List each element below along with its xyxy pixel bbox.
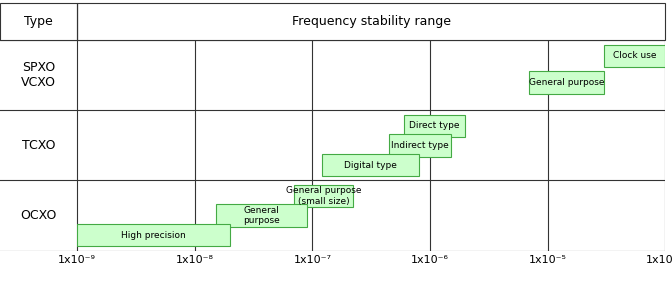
FancyBboxPatch shape: [530, 71, 603, 94]
Text: Direct type: Direct type: [409, 121, 460, 130]
FancyBboxPatch shape: [322, 154, 419, 176]
Text: General
purpose: General purpose: [243, 206, 280, 225]
Text: TCXO: TCXO: [22, 139, 55, 152]
FancyBboxPatch shape: [603, 45, 665, 67]
Text: General purpose
(small size): General purpose (small size): [286, 186, 362, 206]
Text: Indirect type: Indirect type: [391, 141, 449, 150]
Text: OCXO: OCXO: [20, 209, 57, 222]
Text: Frequency stability range: Frequency stability range: [292, 15, 451, 28]
Text: SPXO
VCXO: SPXO VCXO: [21, 61, 56, 89]
Text: Digital type: Digital type: [344, 161, 396, 170]
Text: General purpose: General purpose: [529, 78, 604, 87]
FancyBboxPatch shape: [216, 204, 307, 227]
FancyBboxPatch shape: [404, 115, 466, 137]
Text: Clock use: Clock use: [613, 51, 657, 60]
FancyBboxPatch shape: [389, 134, 451, 157]
Text: Type: Type: [24, 15, 53, 28]
FancyBboxPatch shape: [77, 224, 230, 246]
FancyBboxPatch shape: [294, 185, 353, 207]
Text: High precision: High precision: [122, 231, 186, 240]
